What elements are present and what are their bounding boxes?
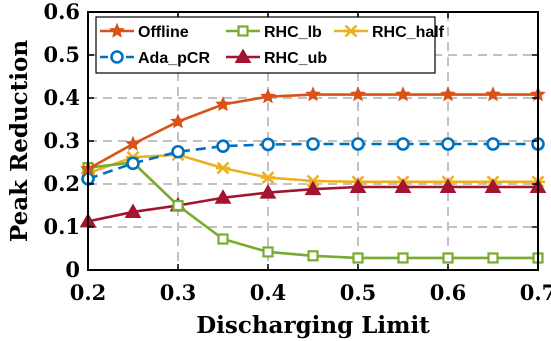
data-point-rhc-lb (442, 252, 454, 264)
data-point-ada-pcr (171, 144, 185, 159)
data-point-rhc-lb (307, 250, 319, 262)
x-tick-label: 0.4 (250, 280, 287, 305)
series-offline (80, 86, 546, 176)
series-ada-pcr (81, 137, 545, 186)
data-point-rhc-lb (217, 233, 229, 245)
data-point-rhc-ub (394, 178, 412, 194)
legend-label-offline: Offline (138, 24, 189, 41)
data-point-rhc-ub (439, 178, 457, 194)
x-tick-label: 0.2 (70, 280, 107, 305)
legend-item-rhc-half: RHC_half (334, 24, 445, 41)
data-point-ada-pcr (486, 137, 500, 151)
legend-item-ada-pcr: Ada_pCR (100, 50, 210, 67)
data-point-rhc-lb (262, 246, 274, 258)
data-point-rhc-half (216, 161, 230, 175)
data-point-ada-pcr (306, 137, 320, 151)
legend-box (95, 16, 436, 74)
legend-label-rhc-half: RHC_half (372, 24, 445, 41)
data-point-ada-pcr (216, 139, 230, 153)
data-point-offline (395, 86, 411, 102)
legend-label-ada-pcr: Ada_pCR (138, 50, 210, 67)
y-tick-label: 0 (65, 257, 80, 282)
data-point-offline (260, 88, 276, 104)
legend-item-rhc-ub: RHC_ub (226, 48, 327, 67)
legend: Offline Ada_pCR RHC_lb RHC_ub RHC_half (95, 16, 445, 74)
data-point-ada-pcr (396, 137, 410, 151)
data-point-rhc-ub (259, 184, 277, 199)
legend-marker-rhc-ub (234, 48, 252, 63)
y-tick-label: 0.6 (43, 0, 80, 24)
x-tick-label: 0.6 (430, 280, 467, 305)
legend-label-rhc-ub: RHC_ub (264, 50, 327, 67)
series-layer (79, 86, 547, 264)
data-point-rhc-lb (487, 252, 499, 264)
data-point-offline (125, 135, 141, 151)
legend-marker-rhc-lb (237, 25, 249, 37)
y-tick-label: 0.5 (43, 42, 80, 67)
data-point-rhc-lb (352, 252, 364, 264)
y-tick-label: 0.4 (43, 85, 80, 110)
data-point-offline (350, 86, 366, 102)
y-tick-label: 0.3 (43, 128, 80, 153)
legend-marker-ada-pcr (110, 50, 124, 64)
data-point-rhc-lb (397, 252, 409, 264)
data-point-ada-pcr (261, 137, 275, 152)
legend-item-offline: Offline (100, 22, 189, 41)
series-rhc-ub (79, 178, 547, 228)
data-point-rhc-ub (214, 189, 232, 204)
legend-item-rhc-lb: RHC_lb (226, 24, 322, 41)
series-line-rhc-lb (87, 161, 538, 260)
y-tick-label: 0.2 (43, 171, 80, 196)
data-point-offline (170, 113, 186, 129)
data-point-offline (485, 86, 501, 102)
y-tick-label: 0.1 (43, 214, 80, 239)
x-tick-label: 0.7 (520, 280, 551, 305)
axis-ticks: 0.2 0.3 0.4 0.5 0.6 0.7 0 0.1 0.2 0.3 0.4 0.5 0.6 (43, 0, 551, 305)
legend-label-rhc-lb: RHC_lb (264, 24, 322, 41)
data-point-offline (305, 86, 321, 102)
x-axis-label: Discharging Limit (196, 312, 430, 339)
data-point-rhc-ub (124, 203, 142, 218)
legend-marker-offline (109, 22, 125, 38)
data-point-rhc-lb (172, 199, 184, 212)
x-tick-label: 0.5 (340, 280, 377, 305)
data-point-rhc-ub (349, 178, 367, 194)
data-point-rhc-ub (304, 180, 322, 196)
data-point-ada-pcr (441, 137, 455, 151)
data-point-offline (215, 96, 231, 112)
data-point-rhc-ub (484, 178, 502, 194)
data-point-offline (440, 86, 456, 102)
y-axis-label: Peak Reduction (6, 40, 33, 242)
data-point-rhc-half (261, 171, 275, 184)
legend-marker-rhc-half (344, 24, 358, 38)
x-tick-label: 0.3 (160, 280, 197, 305)
data-point-ada-pcr (351, 137, 365, 151)
data-point-ada-pcr (126, 156, 140, 171)
